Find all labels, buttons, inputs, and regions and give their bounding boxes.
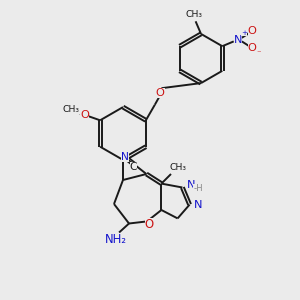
Text: N: N <box>121 152 129 162</box>
Text: CH₃: CH₃ <box>186 10 202 19</box>
Text: N: N <box>234 34 242 45</box>
Text: O: O <box>248 43 257 53</box>
Text: O: O <box>248 26 257 36</box>
Text: N: N <box>187 179 195 190</box>
Text: O: O <box>145 218 154 231</box>
Text: N: N <box>194 200 202 210</box>
Text: O: O <box>156 88 165 98</box>
Text: +: + <box>241 30 247 36</box>
Text: C: C <box>130 162 137 172</box>
Text: -H: -H <box>193 184 203 193</box>
Text: O: O <box>80 110 89 120</box>
Text: NH₂: NH₂ <box>104 233 127 246</box>
Text: ⁻: ⁻ <box>257 49 261 58</box>
Text: CH₃: CH₃ <box>62 105 80 114</box>
Text: CH₃: CH₃ <box>170 163 187 172</box>
